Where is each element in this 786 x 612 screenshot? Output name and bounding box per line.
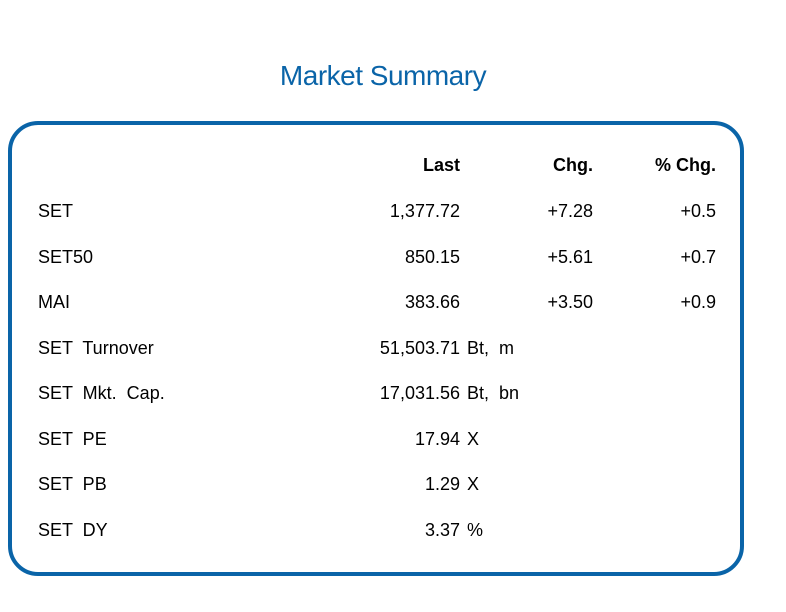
row-label: SET50 — [38, 247, 94, 267]
market-summary-panel — [8, 121, 744, 576]
row-label: SET DY — [38, 520, 108, 540]
row-label: SET — [38, 201, 74, 221]
row-unit: X — [467, 474, 480, 494]
row-last-value: 1.29 — [424, 474, 460, 494]
row-label: SET PE — [38, 429, 107, 449]
row-chg-value: +7.28 — [547, 201, 593, 221]
row-pct-chg-value: +0.7 — [680, 247, 716, 267]
row-label: SET Turnover — [38, 338, 154, 358]
row-label: SET PB — [38, 474, 107, 494]
row-last-value: 850.15 — [404, 247, 460, 267]
header-pct-chg: % Chg. — [655, 155, 716, 175]
row-pct-chg-value: +0.5 — [680, 201, 716, 221]
row-last-value: 17,031.56 — [379, 383, 460, 403]
row-chg-value: +3.50 — [547, 292, 593, 312]
row-unit: Bt, m — [467, 338, 515, 358]
header-last: Last — [422, 155, 460, 175]
row-last-value: 51,503.71 — [379, 338, 460, 358]
row-pct-chg-value: +0.9 — [680, 292, 716, 312]
row-unit: Bt, bn — [467, 383, 520, 403]
row-label: MAI — [38, 292, 71, 312]
row-chg-value: +5.61 — [547, 247, 593, 267]
page-title: Market Summary — [279, 60, 487, 91]
row-unit: X — [467, 429, 480, 449]
header-chg: Chg. — [553, 155, 593, 175]
row-label: SET Mkt. Cap. — [38, 383, 165, 403]
row-last-value: 3.37 — [424, 520, 460, 540]
row-unit: % — [467, 520, 484, 540]
row-last-value: 17.94 — [414, 429, 460, 449]
row-last-value: 383.66 — [404, 292, 460, 312]
row-last-value: 1,377.72 — [389, 201, 460, 221]
